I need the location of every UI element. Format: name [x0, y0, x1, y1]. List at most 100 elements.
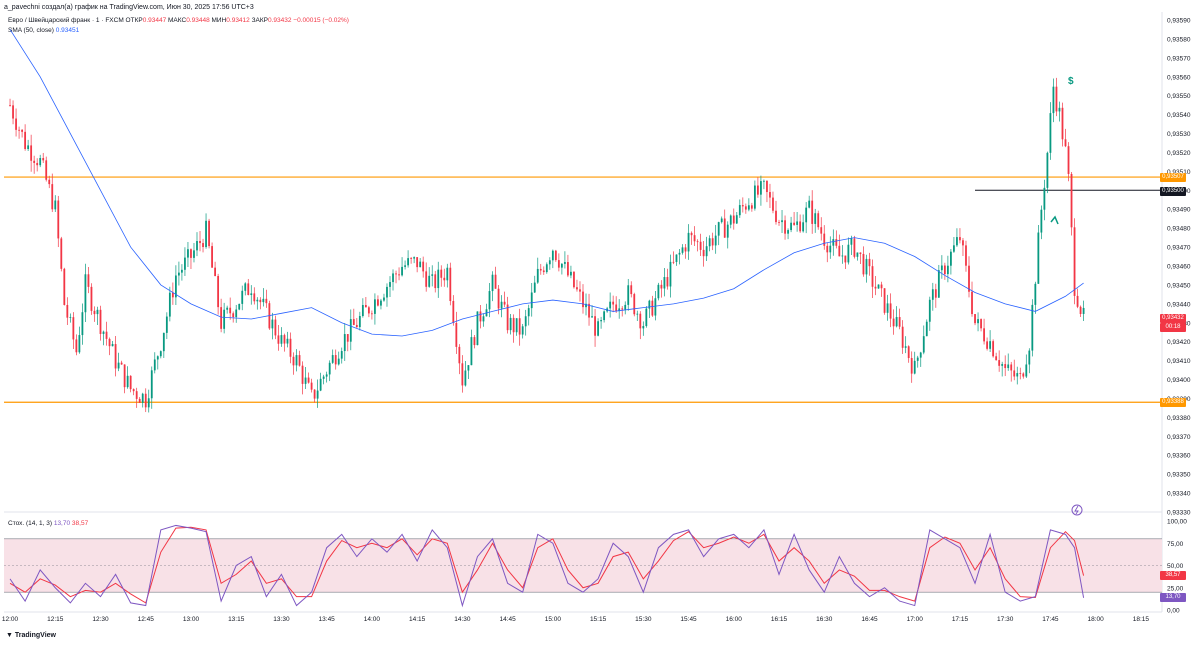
- candle-body: [147, 398, 150, 408]
- candle-body: [615, 304, 618, 312]
- candle-body: [1046, 152, 1049, 188]
- candle-body: [850, 238, 853, 245]
- candle-body: [907, 346, 910, 359]
- price-tick-label: 0,93410: [1167, 358, 1191, 365]
- candle-body: [913, 360, 916, 374]
- price-tag-current[interactable]: 0,93432: [1160, 314, 1186, 324]
- ohlc-legend[interactable]: Евро / Швейцарский франк · 1 · FXCM ОТКР…: [8, 17, 349, 24]
- time-tick-label: 12:15: [47, 616, 64, 623]
- candle-body: [331, 355, 334, 363]
- time-tick-label: 16:15: [771, 616, 788, 623]
- candle-body: [530, 292, 533, 309]
- candle-body: [567, 262, 569, 276]
- candle-body: [986, 341, 988, 349]
- symbol-label[interactable]: Евро / Швейцарский франк · 1 · FXCM: [8, 17, 124, 24]
- candle-body: [1016, 373, 1019, 377]
- candle-body: [389, 282, 391, 287]
- candle-body: [42, 158, 45, 161]
- candle-body: [416, 257, 419, 268]
- candle-body: [720, 218, 723, 223]
- candle-body: [262, 298, 265, 303]
- price-tag-lower[interactable]: 0,93388: [1160, 397, 1186, 407]
- time-tick-label: 18:00: [1088, 616, 1105, 623]
- sma-legend[interactable]: SMA (50, close) 0.93451: [8, 27, 79, 34]
- stoch-legend[interactable]: Стох. (14, 1, 3) 13,70 38,57: [8, 520, 88, 527]
- sma-line[interactable]: [9, 29, 1084, 337]
- candle-body: [283, 335, 286, 344]
- candle-body: [666, 277, 669, 287]
- candle-body: [18, 129, 20, 131]
- candle-body: [564, 262, 566, 264]
- candle-body: [618, 308, 621, 312]
- candle-body: [995, 356, 998, 361]
- stoch-label[interactable]: Стох. (14, 1, 3): [8, 520, 53, 527]
- candle-body: [99, 309, 102, 334]
- price-tag-line[interactable]: 0,93500: [1160, 186, 1186, 196]
- candle-body: [1049, 113, 1052, 153]
- price-tag-upper[interactable]: 0,93507: [1160, 172, 1186, 182]
- candle-body: [1067, 146, 1070, 174]
- candle-body: [337, 358, 340, 365]
- candle-body: [784, 220, 786, 234]
- candle-body: [518, 318, 521, 335]
- candle-body: [1007, 364, 1010, 369]
- stoch-d-value: 38,57: [71, 520, 89, 527]
- candle-body: [12, 105, 14, 119]
- candle-body: [1034, 283, 1037, 305]
- candle-body: [1001, 364, 1004, 366]
- candle-body: [753, 185, 756, 209]
- candle-body: [874, 286, 877, 289]
- candle-body: [153, 359, 156, 371]
- price-tick-label: 0,93370: [1167, 434, 1191, 441]
- candle-body: [506, 304, 509, 331]
- candle-body: [597, 321, 599, 336]
- sma-label[interactable]: SMA (50, close): [8, 27, 54, 34]
- price-tick-label: 0,93400: [1167, 377, 1191, 384]
- time-tick-label: 15:15: [590, 616, 607, 623]
- lightning-icon[interactable]: [1071, 504, 1083, 516]
- candle-body: [916, 357, 919, 361]
- time-tick-label: 13:15: [228, 616, 245, 623]
- price-tick-label: 0,93560: [1167, 74, 1191, 81]
- time-tick-label: 16:30: [816, 616, 833, 623]
- candle-body: [78, 335, 81, 353]
- candle-body: [793, 222, 795, 225]
- stoch-tick-label: 50,00: [1167, 563, 1184, 570]
- candle-body: [66, 304, 69, 318]
- candle-body: [802, 222, 805, 232]
- candle-body: [545, 264, 548, 273]
- candle-body: [27, 145, 30, 150]
- candle-body: [585, 303, 587, 308]
- price-tick-label: 0,93360: [1167, 453, 1191, 460]
- candle-body: [968, 265, 970, 292]
- candle-body: [910, 358, 913, 374]
- dollar-marker[interactable]: $: [1068, 76, 1074, 87]
- candle-body: [548, 260, 551, 265]
- stoch-d-line: [9, 526, 1085, 604]
- time-tick-label: 15:45: [680, 616, 697, 623]
- candle-body: [877, 284, 880, 289]
- candle-body: [162, 332, 165, 352]
- time-tick-label: 14:00: [364, 616, 381, 623]
- price-tick-label: 0,93330: [1167, 510, 1191, 517]
- candle-body: [304, 377, 307, 384]
- stoch-axis[interactable]: 100,00 75,00 50,00 25,00 0,00: [1167, 519, 1187, 615]
- time-axis[interactable]: 12:00 12:15 12:30 12:45 13:00 13:15 13:30 13:45…: [2, 616, 1150, 623]
- candle-body: [476, 311, 479, 346]
- price-axis[interactable]: 0,93590 0,93580 0,93570 0,93560 0,93550 0,935…: [1167, 18, 1191, 517]
- candle-body: [54, 200, 57, 210]
- candle-body: [901, 326, 904, 348]
- candle-body: [603, 311, 606, 321]
- candle-body: [500, 301, 503, 309]
- candle-body: [1073, 227, 1076, 296]
- candle-body: [343, 334, 346, 352]
- up-arrow-icon[interactable]: [1050, 215, 1059, 225]
- price-tick-label: 0,93340: [1167, 491, 1191, 498]
- time-tick-label: 16:45: [861, 616, 878, 623]
- candle-body: [889, 303, 892, 319]
- time-tick-label: 16:00: [726, 616, 743, 623]
- tradingview-logo[interactable]: ▼ TradingView: [6, 632, 56, 639]
- time-tick-label: 14:15: [409, 616, 426, 623]
- candle-body: [648, 300, 651, 309]
